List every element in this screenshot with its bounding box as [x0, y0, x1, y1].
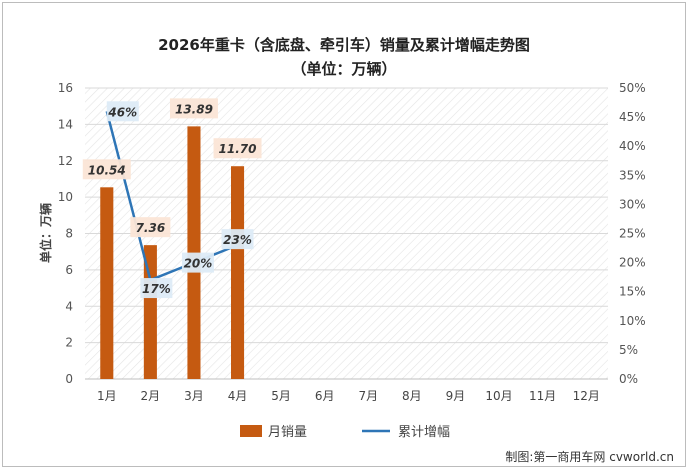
x-tick-label: 8月: [402, 389, 422, 403]
x-tick-label: 4月: [228, 389, 248, 403]
legend-swatch-bar: [240, 425, 262, 437]
source-credit: 制图:第一商用车网 cvworld.cn: [505, 450, 674, 464]
legend: 月销量 累计增幅: [240, 425, 450, 440]
svg-text:11.70: 11.70: [219, 142, 257, 156]
legend-label-line: 累计增幅: [398, 425, 450, 440]
x-tick-label: 1月: [97, 389, 117, 403]
y2-tick-label: 50%: [619, 81, 646, 95]
x-tick-label: 3月: [184, 389, 204, 403]
svg-text:46%: 46%: [107, 105, 137, 119]
x-tick-label: 7月: [358, 389, 378, 403]
svg-text:13.89: 13.89: [175, 102, 213, 116]
line-data-label: 23%: [221, 229, 254, 250]
line-path: [105, 110, 239, 282]
svg-text:17%: 17%: [142, 282, 171, 296]
x-tick-label: 10月: [485, 389, 512, 403]
x-tick-label: 9月: [446, 389, 466, 403]
x-tick-label: 2月: [141, 389, 161, 403]
y-tick-label: 16: [58, 81, 73, 95]
y-axis-left: 0 2 4 6 8 10 12 14 16: [58, 81, 73, 386]
data-labels: 10.54 7.36 13.89 11.70 46% 17% 20% 23%: [82, 98, 262, 299]
y2-tick-label: 30%: [619, 197, 646, 211]
x-tick-label: 6月: [315, 389, 335, 403]
y-axis-right: 0% 5% 10% 15% 20% 25% 30% 35% 40% 45% 50%: [619, 81, 646, 386]
y-tick-label: 0: [65, 372, 73, 386]
y-tick-label: 10: [58, 190, 73, 204]
y2-tick-label: 10%: [619, 314, 646, 328]
x-tick-label: 11月: [529, 389, 556, 403]
y-tick-label: 14: [58, 117, 73, 131]
svg-text:7.36: 7.36: [136, 221, 166, 235]
svg-text:10.54: 10.54: [88, 163, 126, 177]
bar: [231, 166, 245, 379]
y2-tick-label: 20%: [619, 256, 646, 270]
bar-data-label: 7.36: [130, 217, 171, 238]
bar-data-label: 10.54: [82, 159, 131, 180]
svg-text:20%: 20%: [184, 257, 213, 271]
y2-tick-label: 15%: [619, 285, 646, 299]
y2-tick-label: 35%: [619, 168, 646, 182]
y2-tick-label: 25%: [619, 227, 646, 241]
y-tick-label: 8: [65, 227, 73, 241]
y2-tick-label: 45%: [619, 110, 646, 124]
chart-subtitle: （单位：万辆）: [291, 60, 397, 78]
svg-text:23%: 23%: [223, 233, 252, 247]
y-tick-label: 12: [58, 154, 73, 168]
bar-data-label: 11.70: [213, 138, 262, 159]
legend-label-bar: 月销量: [268, 425, 307, 440]
line-data-label: 20%: [181, 252, 214, 273]
y2-tick-label: 0%: [619, 372, 638, 386]
y2-tick-label: 40%: [619, 139, 646, 153]
x-axis: 1月 2月 3月 4月 5月 6月 7月 8月 9月 10月 11月 12月: [85, 378, 608, 403]
y-tick-label: 4: [65, 299, 73, 313]
x-tick-label: 12月: [573, 389, 600, 403]
y2-tick-label: 5%: [619, 343, 638, 357]
line-data-label: 46%: [106, 101, 139, 122]
chart-title: 2026年重卡（含底盘、牵引车）销量及累计增幅走势图: [158, 36, 530, 54]
x-tick-label: 5月: [271, 389, 291, 403]
y-axis-title: 单位：万辆: [38, 203, 53, 263]
bar: [100, 187, 114, 379]
y-tick-label: 2: [65, 336, 73, 350]
bar-data-label: 13.89: [169, 98, 218, 119]
line-data-label: 17%: [140, 278, 173, 299]
y-tick-label: 6: [65, 263, 73, 277]
line-series: [105, 110, 239, 282]
